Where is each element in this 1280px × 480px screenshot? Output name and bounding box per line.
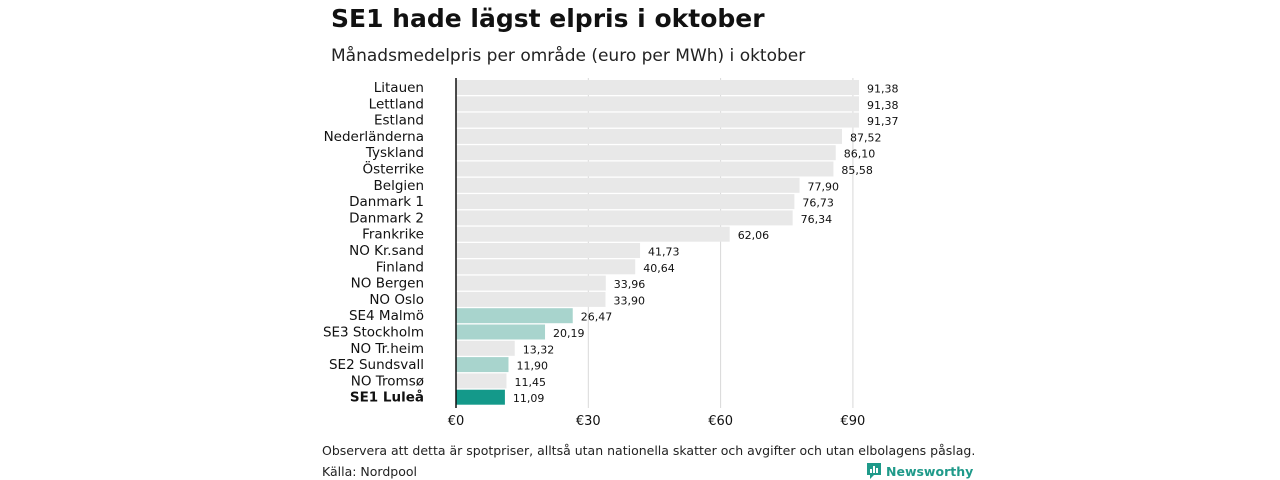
value-label: 41,73: [648, 246, 680, 259]
bar: [456, 243, 641, 258]
chart-subtitle: Månadsmedelpris per område (euro per MWh…: [331, 46, 806, 66]
bar: [456, 161, 834, 177]
value-label: 76,34: [801, 213, 833, 226]
category-label: NO Oslo: [369, 292, 424, 308]
chart-title: SE1 hade lägst elpris i oktober: [331, 4, 765, 33]
bar: [456, 80, 859, 95]
source-text: Källa: Nordpool: [322, 464, 417, 479]
x-tick-label: €30: [576, 414, 601, 429]
value-label: 40,64: [643, 262, 675, 275]
category-label: NO Kr.sand: [349, 243, 424, 259]
category-label: Tyskland: [365, 145, 424, 161]
category-label: SE3 Stockholm: [323, 325, 424, 341]
category-label: Österrike: [362, 160, 424, 178]
bar-chart: LitauenLettlandEstlandNederländernaTyskl…: [323, 78, 899, 429]
bar: [456, 96, 859, 112]
brand-logo[interactable]: Newsworthy: [866, 462, 973, 480]
category-label: NO Bergen: [351, 276, 424, 292]
value-label: 91,38: [867, 83, 899, 96]
value-label: 26,47: [581, 311, 613, 324]
category-label: NO Tr.heim: [350, 341, 424, 357]
bars: [456, 80, 859, 405]
brand-name: Newsworthy: [886, 463, 974, 479]
x-tick-label: €90: [840, 414, 865, 429]
bar: [456, 128, 842, 144]
value-label: 33,96: [614, 278, 646, 291]
value-label: 86,10: [844, 148, 876, 161]
bar: [456, 340, 515, 356]
bar: [456, 226, 730, 242]
value-label: 20,19: [553, 327, 585, 340]
bar: [456, 177, 800, 193]
category-label: Frankrike: [362, 227, 424, 243]
category-label: Estland: [374, 113, 424, 129]
bar: [456, 259, 636, 275]
bar: [456, 324, 546, 340]
x-tick-label: €0: [448, 414, 465, 429]
x-axis-ticks: €0 €30 €60 €90: [448, 414, 866, 429]
bar: [456, 112, 859, 128]
category-label: Danmark 1: [349, 194, 424, 210]
value-label: 11,90: [516, 360, 548, 373]
newsworthy-logo-icon: [867, 463, 881, 479]
category-label: Danmark 2: [349, 210, 424, 226]
category-label: Belgien: [374, 178, 425, 194]
bar: [456, 275, 606, 291]
value-label: 11,09: [513, 392, 545, 405]
bar: [456, 308, 573, 324]
value-label: 13,32: [523, 343, 555, 356]
bar: [456, 357, 509, 373]
category-label: NO Tromsø: [351, 373, 424, 389]
bar: [456, 210, 793, 226]
category-labels: LitauenLettlandEstlandNederländernaTyskl…: [323, 80, 424, 406]
bar: [456, 373, 507, 389]
value-label: 91,37: [867, 115, 899, 128]
value-label: 87,52: [850, 131, 882, 144]
category-label: SE2 Sundsvall: [329, 357, 424, 373]
category-label: Finland: [376, 259, 424, 275]
value-label: 62,06: [738, 229, 770, 242]
value-label: 91,38: [867, 99, 899, 112]
bar: [456, 194, 795, 210]
value-label: 11,45: [514, 376, 546, 389]
bar: [456, 291, 606, 307]
value-label: 33,90: [614, 294, 646, 307]
bar: [456, 145, 836, 161]
category-label: Lettland: [369, 96, 424, 112]
value-label: 85,58: [841, 164, 873, 177]
category-label: Nederländerna: [324, 129, 424, 145]
category-label: SE4 Malmö: [349, 308, 424, 324]
category-label: Litauen: [374, 80, 424, 96]
value-label: 77,90: [808, 180, 840, 193]
value-label: 76,73: [802, 197, 834, 210]
category-label: SE1 Luleå: [350, 389, 424, 406]
footnote: Observera att detta är spotpriser, allts…: [322, 443, 976, 458]
bar: [456, 389, 505, 405]
x-tick-label: €60: [708, 414, 733, 429]
